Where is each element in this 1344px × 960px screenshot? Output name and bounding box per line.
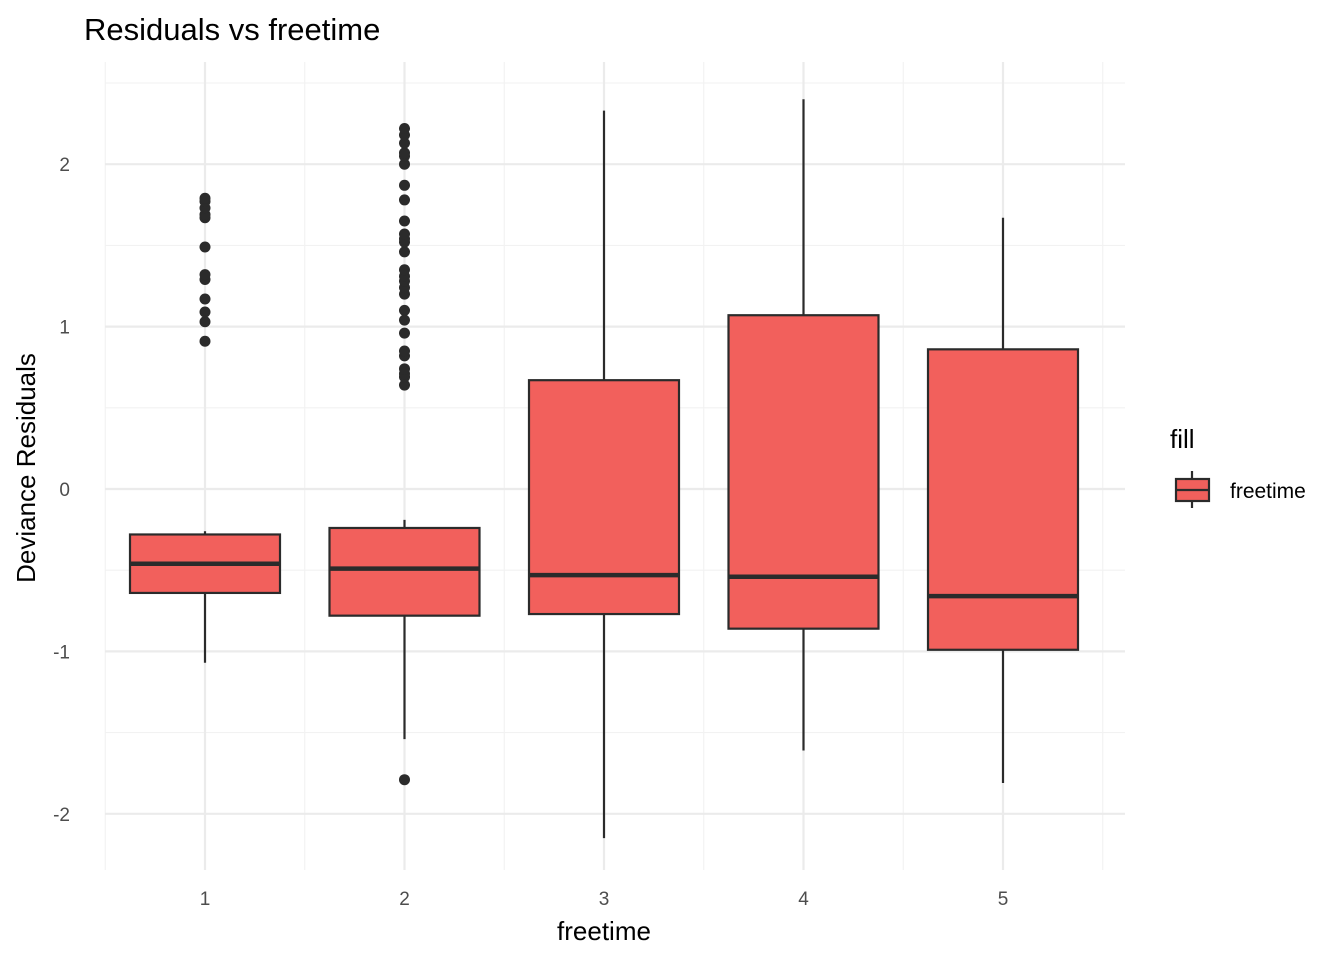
outlier-point <box>399 774 410 786</box>
x-tick-label: 3 <box>599 889 610 910</box>
outlier-point <box>399 327 410 339</box>
outlier-point <box>399 345 410 357</box>
outlier-point <box>399 314 410 326</box>
y-tick-label: -1 <box>53 642 70 663</box>
outlier-point <box>399 137 410 149</box>
outlier-point <box>399 379 410 391</box>
outlier-point <box>199 335 211 347</box>
x-tick-label: 5 <box>998 889 1009 910</box>
y-tick-label: 1 <box>59 318 70 339</box>
outlier-point <box>399 304 410 316</box>
box <box>527 379 681 616</box>
legend-title: fill <box>1170 424 1195 454</box>
outlier-point <box>199 241 211 253</box>
boxes <box>128 99 1080 839</box>
outlier-point <box>199 316 211 328</box>
y-tick-label: 0 <box>59 480 70 501</box>
x-tick-label: 4 <box>798 889 809 910</box>
outlier-point <box>399 215 410 227</box>
box-group-5 <box>926 217 1080 783</box>
legend: fill freetime <box>1170 424 1306 508</box>
box <box>328 526 481 617</box>
outlier-point <box>399 122 410 134</box>
x-tick-label: 2 <box>399 889 410 910</box>
outlier-point <box>199 306 211 318</box>
box-group-1 <box>128 192 282 663</box>
outlier-point <box>199 269 211 281</box>
box <box>727 314 880 630</box>
box-group-2 <box>328 122 481 786</box>
box <box>926 348 1080 651</box>
outlier-point <box>399 147 410 159</box>
y-tick-label: -2 <box>53 805 70 826</box>
box-group-3 <box>527 110 681 839</box>
chart-title: Residuals vs freetime <box>84 12 380 47</box>
outlier-point <box>399 158 410 170</box>
x-axis-title: freetime <box>557 916 651 946</box>
outlier-point <box>399 194 410 206</box>
outlier-point <box>399 363 410 375</box>
y-axis-title: Deviance Residuals <box>11 353 41 583</box>
outlier-point <box>399 246 410 258</box>
outlier-point <box>399 264 410 276</box>
legend-label-freetime: freetime <box>1230 480 1306 503</box>
y-tick-label: 2 <box>59 155 70 176</box>
outlier-point <box>399 228 410 240</box>
x-tick-label: 1 <box>200 889 211 910</box>
outlier-point <box>199 192 211 204</box>
tick-labels: -2 -1 0 1 2 1 2 3 4 5 <box>53 155 1008 910</box>
outlier-point <box>199 293 211 305</box>
outlier-point <box>399 179 410 191</box>
box-group-4 <box>727 99 880 751</box>
